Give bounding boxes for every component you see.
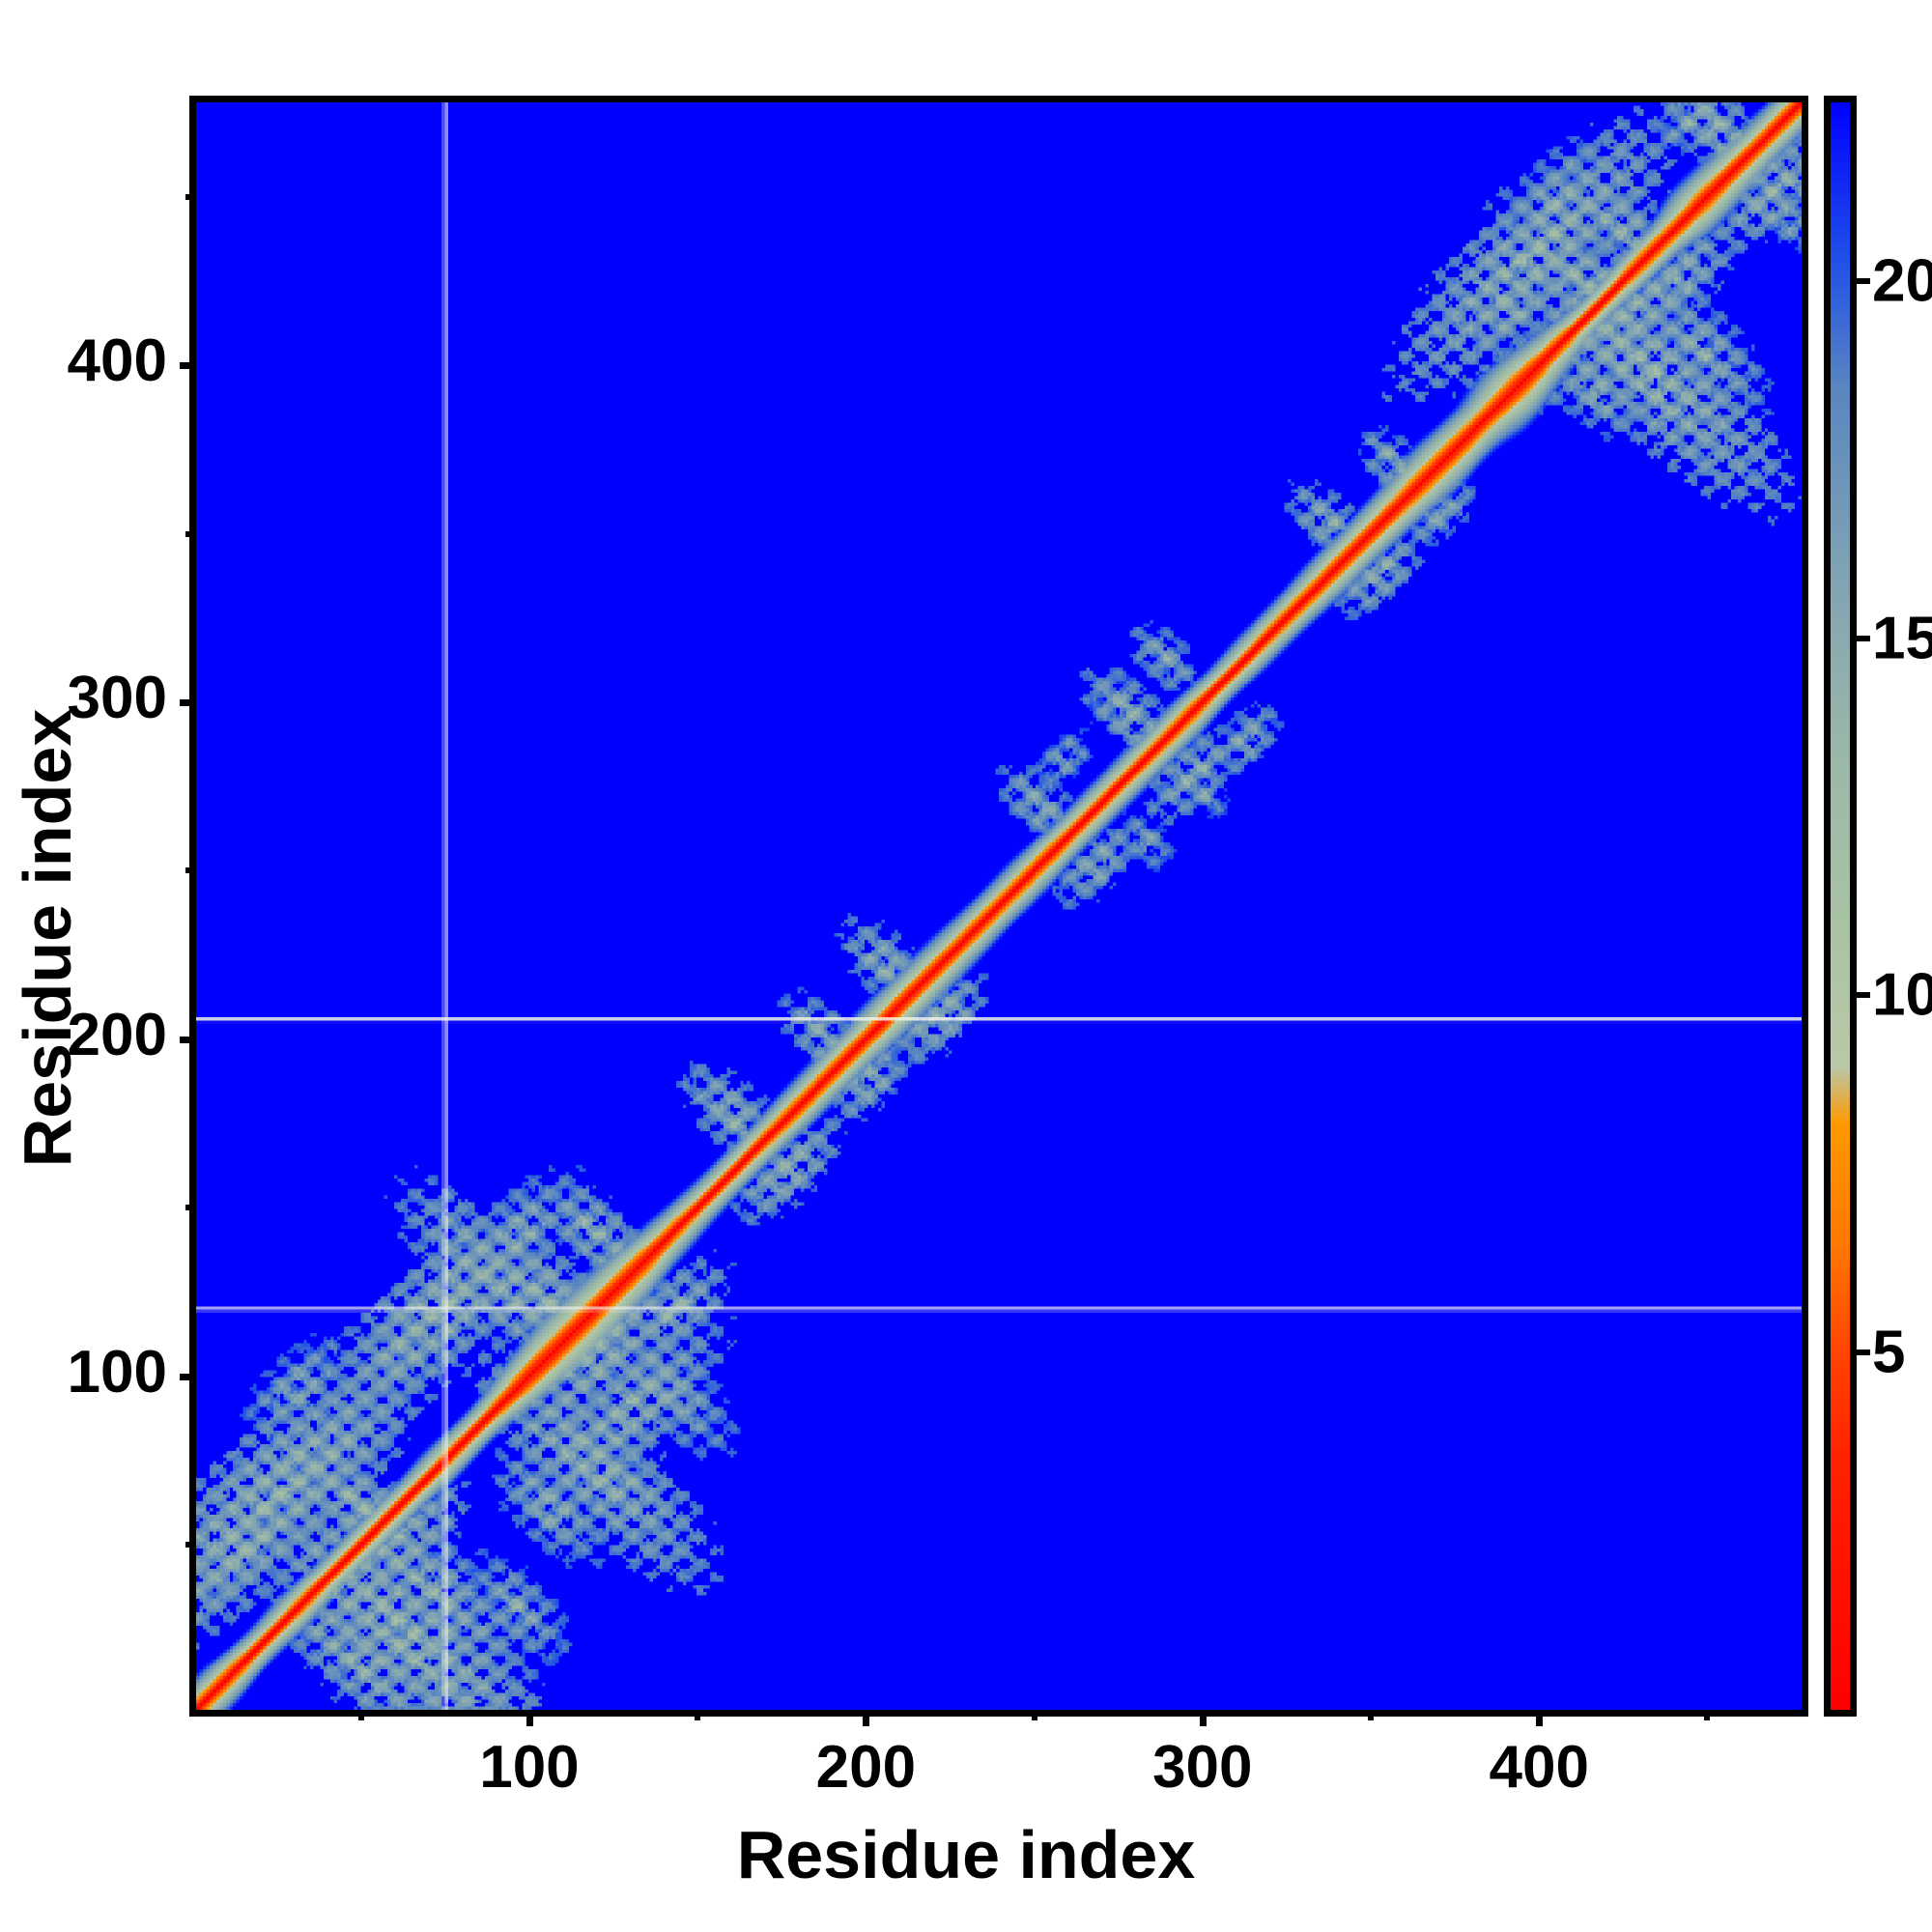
x-tick-mark [1199,1710,1207,1726]
y-tick-label: 400 [67,327,167,395]
y-tick-mark [180,362,196,370]
y-minor-tick-mark [185,1542,196,1548]
x-axis-title: Residue index [736,1817,1196,1892]
y-axis-title: Residue index [10,708,85,1168]
colorbar-tick-label: 15 [1872,605,1932,672]
colorbar [1824,96,1857,1717]
y-tick-mark [180,1036,196,1043]
x-tick-label: 200 [815,1734,917,1801]
y-minor-tick-mark [185,867,196,874]
colorbar-tick-mark [1857,1350,1870,1356]
x-tick-mark [526,1710,533,1726]
x-minor-tick-mark [1368,1710,1374,1720]
heatmap-plot-area [189,96,1808,1717]
colorbar-tick-label: 10 [1872,961,1932,1029]
y-tick-label: 300 [67,664,167,731]
x-tick-label: 300 [1152,1734,1253,1801]
y-tick-mark [180,698,196,706]
colorbar-tick-mark [1857,635,1870,641]
y-minor-tick-mark [185,1205,196,1211]
x-minor-tick-mark [695,1710,701,1720]
x-minor-tick-mark [1704,1710,1711,1720]
y-minor-tick-mark [185,193,196,200]
x-tick-mark [1536,1710,1544,1726]
x-tick-label: 400 [1489,1734,1589,1801]
x-minor-tick-mark [1031,1710,1037,1720]
colorbar-gradient [1831,102,1850,1710]
x-tick-mark [863,1710,870,1726]
y-minor-tick-mark [185,530,196,537]
colorbar-tick-mark [1857,277,1870,284]
x-tick-label: 100 [479,1734,580,1801]
colorbar-tick-label: 20 [1872,247,1932,315]
colorbar-tick-label: 5 [1872,1319,1906,1386]
residue-distance-heatmap [196,102,1802,1710]
y-tick-mark [180,1373,196,1380]
y-tick-label: 200 [67,1001,167,1068]
colorbar-tick-mark [1857,992,1870,999]
y-tick-label: 100 [67,1338,167,1406]
x-minor-tick-mark [357,1710,364,1720]
